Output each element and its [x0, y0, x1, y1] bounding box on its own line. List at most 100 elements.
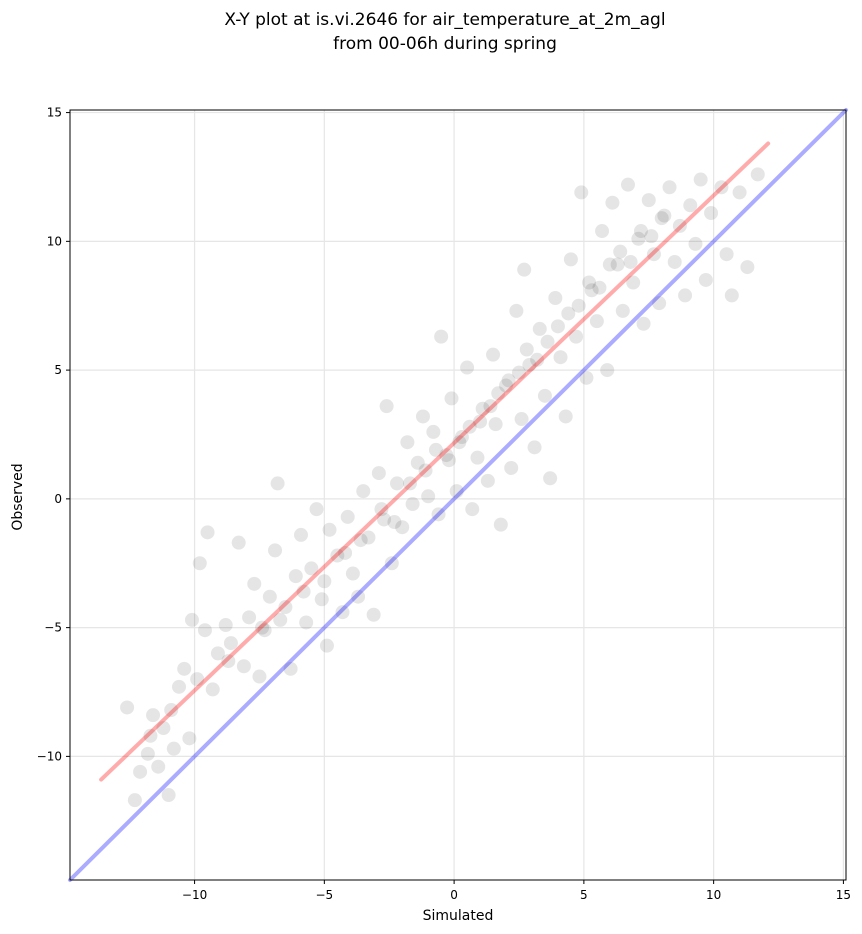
data-point-143 — [519, 342, 534, 357]
data-point-125 — [273, 612, 288, 627]
data-point-117 — [732, 185, 747, 200]
data-point-112 — [698, 272, 713, 287]
data-point-28 — [270, 476, 285, 491]
data-point-105 — [662, 180, 677, 195]
data-point-101 — [641, 193, 656, 208]
data-point-38 — [322, 522, 337, 537]
y-tick-label-2: 0 — [54, 492, 62, 506]
data-point-54 — [405, 497, 420, 512]
data-point-33 — [299, 615, 314, 630]
data-point-44 — [356, 484, 371, 499]
data-point-86 — [563, 252, 578, 267]
data-point-138 — [473, 414, 488, 429]
data-point-132 — [402, 476, 417, 491]
data-point-21 — [236, 659, 251, 674]
data-point-144 — [530, 352, 545, 367]
x-tick-label-1: −5 — [315, 888, 333, 902]
data-point-0 — [120, 700, 135, 715]
data-point-63 — [449, 484, 464, 499]
data-point-20 — [231, 535, 246, 550]
data-point-50 — [384, 556, 399, 571]
data-point-53 — [400, 435, 415, 450]
data-point-150 — [592, 280, 607, 295]
data-point-118 — [740, 260, 755, 275]
scatter-points — [120, 167, 765, 808]
data-point-75 — [509, 303, 524, 318]
data-point-58 — [426, 424, 441, 439]
data-point-80 — [532, 321, 547, 336]
data-point-16 — [205, 682, 220, 697]
data-point-98 — [626, 275, 641, 290]
data-point-61 — [439, 448, 454, 463]
data-point-90 — [584, 283, 599, 298]
data-point-26 — [262, 589, 277, 604]
data-point-141 — [501, 373, 516, 388]
data-point-119 — [750, 167, 765, 182]
data-point-18 — [218, 618, 233, 633]
data-point-72 — [493, 517, 508, 532]
data-point-133 — [418, 463, 433, 478]
data-point-124 — [255, 620, 270, 635]
data-point-57 — [421, 489, 436, 504]
data-point-4 — [146, 708, 161, 723]
data-point-140 — [491, 386, 506, 401]
data-point-145 — [540, 334, 555, 349]
data-point-74 — [504, 460, 519, 475]
y-axis-ticks: −10 −5 0 5 10 15 — [37, 106, 70, 763]
data-point-91 — [589, 314, 604, 329]
data-point-123 — [221, 654, 236, 669]
data-point-131 — [387, 515, 402, 530]
data-point-87 — [569, 329, 584, 344]
data-point-78 — [522, 357, 537, 372]
data-point-52 — [395, 520, 410, 535]
data-point-99 — [631, 231, 646, 246]
data-point-7 — [161, 788, 176, 803]
data-point-66 — [465, 502, 480, 517]
data-point-37 — [319, 638, 334, 653]
data-point-67 — [470, 450, 485, 465]
x-axis-label: Simulated — [423, 908, 494, 924]
data-point-13 — [192, 556, 207, 571]
data-point-23 — [247, 576, 262, 591]
data-point-92 — [595, 224, 610, 239]
data-point-43 — [351, 589, 366, 604]
data-point-29 — [278, 600, 293, 615]
data-point-48 — [377, 512, 392, 527]
reference-line-1 — [99, 141, 771, 782]
data-point-47 — [371, 466, 386, 481]
data-point-113 — [704, 206, 719, 221]
data-point-36 — [314, 592, 329, 607]
data-point-1 — [127, 793, 142, 808]
data-point-6 — [156, 721, 171, 736]
data-point-81 — [537, 388, 552, 403]
data-point-93 — [600, 363, 615, 378]
data-point-34 — [304, 561, 319, 576]
data-point-111 — [693, 172, 708, 187]
reference-line-0 — [68, 108, 848, 882]
x-tick-label-5: 15 — [836, 888, 851, 902]
data-point-127 — [317, 574, 332, 589]
y-tick-label-4: 10 — [47, 234, 62, 248]
data-point-17 — [210, 646, 225, 661]
data-point-3 — [140, 746, 155, 761]
data-point-2 — [133, 764, 148, 779]
data-point-114 — [714, 180, 729, 195]
data-point-15 — [200, 525, 215, 540]
data-point-121 — [164, 703, 179, 718]
data-point-148 — [571, 298, 586, 313]
plot-frame — [69, 109, 847, 881]
data-point-8 — [166, 741, 181, 756]
x-tick-label-0: −10 — [182, 888, 207, 902]
data-point-32 — [293, 527, 308, 542]
data-point-137 — [462, 419, 477, 434]
data-point-70 — [486, 347, 501, 362]
data-point-77 — [517, 262, 532, 277]
data-point-39 — [330, 548, 345, 563]
data-point-35 — [309, 502, 324, 517]
grid-lines — [70, 110, 846, 880]
data-point-96 — [615, 303, 630, 318]
data-point-136 — [452, 435, 467, 450]
data-point-65 — [460, 360, 475, 375]
data-point-62 — [444, 391, 459, 406]
data-point-109 — [683, 198, 698, 213]
